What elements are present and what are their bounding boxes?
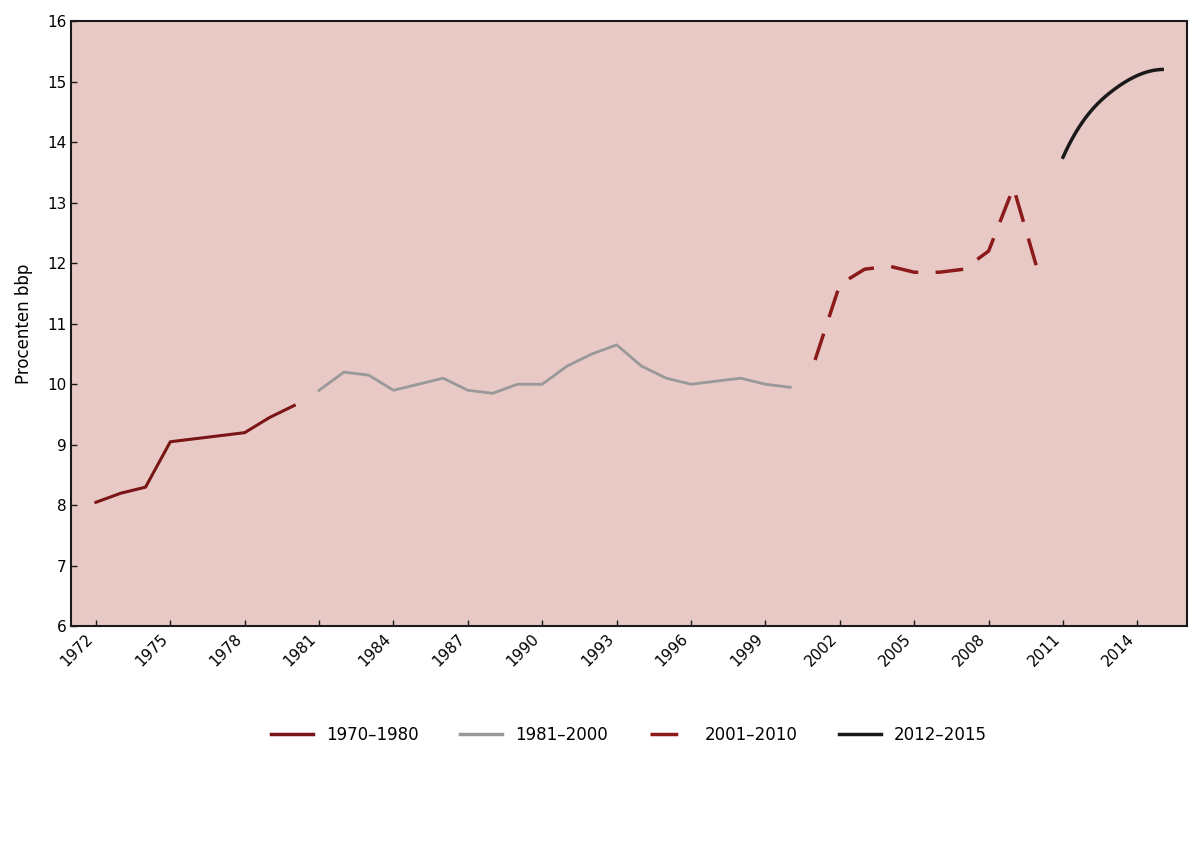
1981–2000 [337, 367, 351, 377]
1981–2000 [511, 380, 525, 390]
1981–2000 [535, 380, 549, 390]
1981–2000 [460, 385, 475, 396]
2012–2015 [1114, 79, 1129, 89]
1970–1980 [238, 428, 252, 438]
2012–2015 [1139, 67, 1154, 77]
Line: 2012–2015: 2012–2015 [1063, 70, 1162, 157]
2001–2010 [981, 246, 995, 256]
1981–2000 [386, 385, 400, 396]
2001–2010 [833, 279, 847, 290]
Legend: 1970–1980, 1981–2000, 2001–2010, 2012–2015: 1970–1980, 1981–2000, 2001–2010, 2012–20… [264, 719, 994, 751]
2012–2015 [1057, 151, 1071, 161]
1981–2000 [684, 380, 698, 390]
1981–2000 [584, 349, 599, 359]
1981–2000 [411, 380, 426, 390]
Line: 1981–2000: 1981–2000 [319, 345, 790, 393]
1981–2000 [436, 373, 451, 383]
1981–2000 [783, 382, 797, 392]
1981–2000 [659, 373, 673, 383]
2012–2015 [1117, 78, 1131, 88]
1970–1980 [287, 401, 302, 411]
2001–2010 [882, 261, 897, 272]
1981–2000 [709, 376, 724, 386]
2012–2015 [1055, 152, 1070, 162]
2001–2010 [808, 355, 822, 365]
1981–2000 [609, 340, 624, 350]
2001–2010 [1006, 183, 1020, 193]
1970–1980 [138, 482, 153, 492]
2001–2010 [957, 264, 971, 274]
1981–2000 [733, 373, 748, 383]
1970–1980 [188, 434, 202, 444]
1981–2000 [362, 370, 376, 380]
1981–2000 [311, 385, 326, 396]
Y-axis label: Procenten bbp: Procenten bbp [14, 263, 32, 384]
1970–1980 [163, 436, 178, 447]
1970–1980 [113, 488, 127, 498]
2001–2010 [908, 267, 922, 278]
1981–2000 [758, 380, 773, 390]
2012–2015 [1114, 79, 1129, 89]
2012–2015 [1146, 65, 1160, 76]
1981–2000 [560, 361, 575, 371]
1970–1980 [262, 413, 276, 423]
1981–2000 [635, 361, 649, 371]
1970–1980 [213, 430, 227, 441]
2001–2010 [857, 264, 871, 274]
Line: 2001–2010: 2001–2010 [815, 188, 1039, 360]
1970–1980 [89, 498, 103, 508]
Line: 1970–1980: 1970–1980 [96, 406, 294, 503]
2001–2010 [932, 267, 946, 278]
2001–2010 [1031, 267, 1046, 278]
2012–2015 [1155, 65, 1170, 75]
1981–2000 [486, 388, 500, 398]
